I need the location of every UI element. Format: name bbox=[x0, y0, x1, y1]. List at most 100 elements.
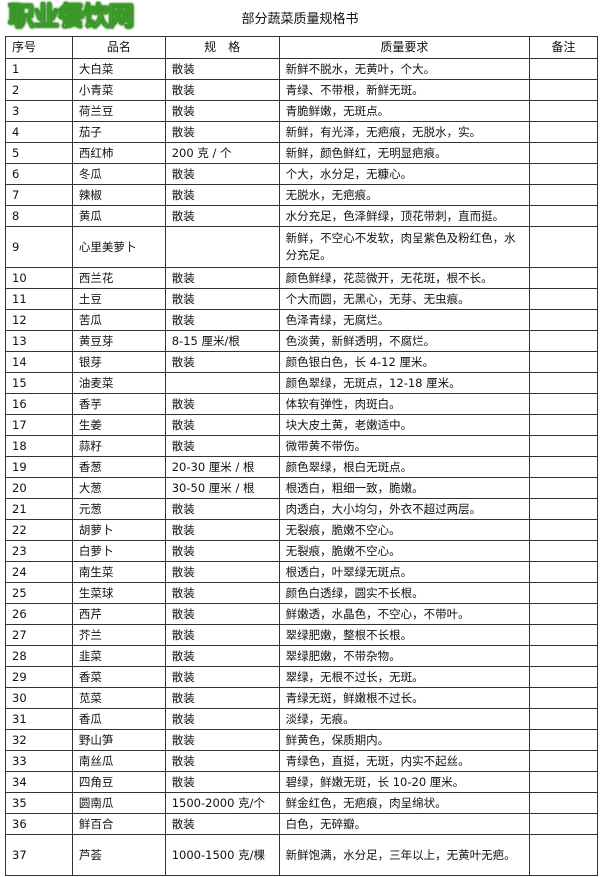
cell-index: 29 bbox=[5, 666, 73, 688]
cell-remarks bbox=[529, 58, 598, 80]
cell-quality: 颜色银白色，长 4-12 厘米。 bbox=[278, 351, 531, 373]
table-row: 32 野山笋 散装 鲜黄色，保质期内。 bbox=[5, 729, 598, 751]
header-remarks: 备注 bbox=[529, 36, 598, 59]
cell-index: 15 bbox=[5, 372, 73, 394]
cell-index: 12 bbox=[5, 309, 73, 331]
cell-index: 6 bbox=[5, 163, 73, 185]
cell-remarks bbox=[529, 372, 598, 394]
cell-quality: 颜色白透绿，圆实不长根。 bbox=[278, 582, 531, 604]
cell-remarks bbox=[529, 351, 598, 373]
cell-remarks bbox=[529, 309, 598, 331]
cell-remarks bbox=[529, 142, 598, 164]
cell-name: 韭菜 bbox=[71, 645, 166, 667]
cell-quality: 鲜金红色，无疤痕，肉呈绵状。 bbox=[278, 792, 531, 814]
cell-remarks bbox=[529, 519, 598, 541]
table-row: 33 南丝瓜 散装 青绿色，直挺，无斑，内实不起丝。 bbox=[5, 750, 598, 772]
header-quality: 质量要求 bbox=[278, 36, 531, 59]
cell-name: 油麦菜 bbox=[71, 372, 166, 394]
cell-remarks bbox=[529, 330, 598, 352]
cell-name: 荷兰豆 bbox=[71, 100, 166, 122]
cell-index: 28 bbox=[5, 645, 73, 667]
table-row: 25 生菜球 散装 颜色白透绿，圆实不长根。 bbox=[5, 582, 598, 604]
cell-quality: 水分充足，色泽鲜绿，顶花带刺，直而挺。 bbox=[278, 205, 531, 227]
table-row: 10 西兰花 散装 颜色鲜绿，花蕊微开，无花斑，根不长。 bbox=[5, 267, 598, 289]
cell-index: 8 bbox=[5, 205, 73, 227]
cell-index: 30 bbox=[5, 687, 73, 709]
cell-name: 南丝瓜 bbox=[71, 750, 166, 772]
cell-quality: 肉透白，大小均匀，外衣不超过两层。 bbox=[278, 498, 531, 520]
cell-name: 心里美萝卜 bbox=[71, 226, 166, 268]
cell-remarks bbox=[529, 414, 598, 436]
cell-name: 香葱 bbox=[71, 456, 166, 478]
cell-index: 22 bbox=[5, 519, 73, 541]
cell-spec: 散装 bbox=[164, 750, 280, 772]
cell-quality: 淡绿，无痕。 bbox=[278, 708, 531, 730]
cell-index: 9 bbox=[5, 226, 73, 268]
cell-index: 35 bbox=[5, 792, 73, 814]
cell-spec: 20-30 厘米 / 根 bbox=[164, 456, 280, 478]
table-row: 21 元葱 散装 肉透白，大小均匀，外衣不超过两层。 bbox=[5, 498, 598, 520]
cell-index: 4 bbox=[5, 121, 73, 143]
table-row: 14 银芽 散装 颜色银白色，长 4-12 厘米。 bbox=[5, 351, 598, 373]
cell-index: 32 bbox=[5, 729, 73, 751]
cell-index: 23 bbox=[5, 540, 73, 562]
cell-name: 四角豆 bbox=[71, 771, 166, 793]
cell-quality: 青脆鲜嫩，无斑点。 bbox=[278, 100, 531, 122]
cell-remarks bbox=[529, 456, 598, 478]
cell-remarks bbox=[529, 792, 598, 814]
cell-spec: 30-50 厘米 / 根 bbox=[164, 477, 280, 499]
cell-spec: 散装 bbox=[164, 603, 280, 625]
cell-spec: 散装 bbox=[164, 729, 280, 751]
cell-spec: 散装 bbox=[164, 708, 280, 730]
cell-name: 香菜 bbox=[71, 666, 166, 688]
cell-spec: 散装 bbox=[164, 771, 280, 793]
spec-table: 序号 品名 规 格 质量要求 备注 1 大白菜 散装 新鲜不脱水，无黄叶，个大。 2 小青… bbox=[5, 36, 598, 876]
cell-index: 2 bbox=[5, 79, 73, 101]
table-row: 24 南生菜 散装 根透白，叶翠绿无斑点。 bbox=[5, 561, 598, 583]
cell-spec: 散装 bbox=[164, 624, 280, 646]
cell-index: 25 bbox=[5, 582, 73, 604]
cell-remarks bbox=[529, 561, 598, 583]
cell-name: 大葱 bbox=[71, 477, 166, 499]
table-row: 20 大葱 30-50 厘米 / 根根透白，粗细一致，脆嫩。 bbox=[5, 477, 598, 499]
cell-name: 生菜球 bbox=[71, 582, 166, 604]
table-row: 34 四角豆 散装 碧绿，鲜嫩无斑，长 10-20 厘米。 bbox=[5, 771, 598, 793]
table-row: 23 白萝卜 散装 无裂痕，脆嫩不空心。 bbox=[5, 540, 598, 562]
table-row: 9 心里美萝卜 新鲜，不空心不发软，肉呈紫色及粉红色，水分充足。 bbox=[5, 226, 598, 268]
table-row: 22 胡萝卜 散装 无裂痕，脆嫩不空心。 bbox=[5, 519, 598, 541]
cell-remarks bbox=[529, 267, 598, 289]
table-header: 序号 品名 规 格 质量要求 备注 bbox=[5, 36, 598, 59]
cell-index: 10 bbox=[5, 267, 73, 289]
cell-remarks bbox=[529, 666, 598, 688]
cell-name: 茄子 bbox=[71, 121, 166, 143]
cell-index: 27 bbox=[5, 624, 73, 646]
cell-remarks bbox=[529, 729, 598, 751]
cell-quality: 新鲜饱满，水分足，三年以上，无黄叶无疤。 bbox=[278, 834, 531, 876]
cell-quality: 青绿无斑，鲜嫩根不过长。 bbox=[278, 687, 531, 709]
cell-name: 南生菜 bbox=[71, 561, 166, 583]
cell-name: 西红柿 bbox=[71, 142, 166, 164]
cell-quality: 白色，无碎瓣。 bbox=[278, 813, 531, 835]
cell-remarks bbox=[529, 750, 598, 772]
cell-remarks bbox=[529, 834, 598, 876]
cell-spec: 1500-2000 克/个 bbox=[164, 792, 280, 814]
table-row: 36 鲜百合 散装 白色，无碎瓣。 bbox=[5, 813, 598, 835]
cell-index: 19 bbox=[5, 456, 73, 478]
cell-quality: 新鲜，不空心不发软，肉呈紫色及粉红色，水分充足。 bbox=[278, 226, 531, 268]
cell-remarks bbox=[529, 184, 598, 206]
cell-name: 胡萝卜 bbox=[71, 519, 166, 541]
cell-spec: 散装 bbox=[164, 267, 280, 289]
cell-spec: 散装 bbox=[164, 414, 280, 436]
table-row: 11 土豆 散装 个大而圆，无黑心，无芽、无虫痕。 bbox=[5, 288, 598, 310]
cell-remarks bbox=[529, 477, 598, 499]
cell-spec: 散装 bbox=[164, 813, 280, 835]
cell-remarks bbox=[529, 582, 598, 604]
cell-index: 3 bbox=[5, 100, 73, 122]
table-row: 12 苦瓜 散装 色泽青绿，无腐烂。 bbox=[5, 309, 598, 331]
table-row: 13 黄豆芽 8-15 厘米/根 色淡黄，新鲜透明，不腐烂。 bbox=[5, 330, 598, 352]
table-row: 37 芦荟 1000-1500 克/棵 新鲜饱满，水分足，三年以上，无黄叶无疤。 bbox=[5, 834, 598, 876]
cell-name: 圆南瓜 bbox=[71, 792, 166, 814]
cell-index: 14 bbox=[5, 351, 73, 373]
cell-index: 36 bbox=[5, 813, 73, 835]
cell-name: 土豆 bbox=[71, 288, 166, 310]
